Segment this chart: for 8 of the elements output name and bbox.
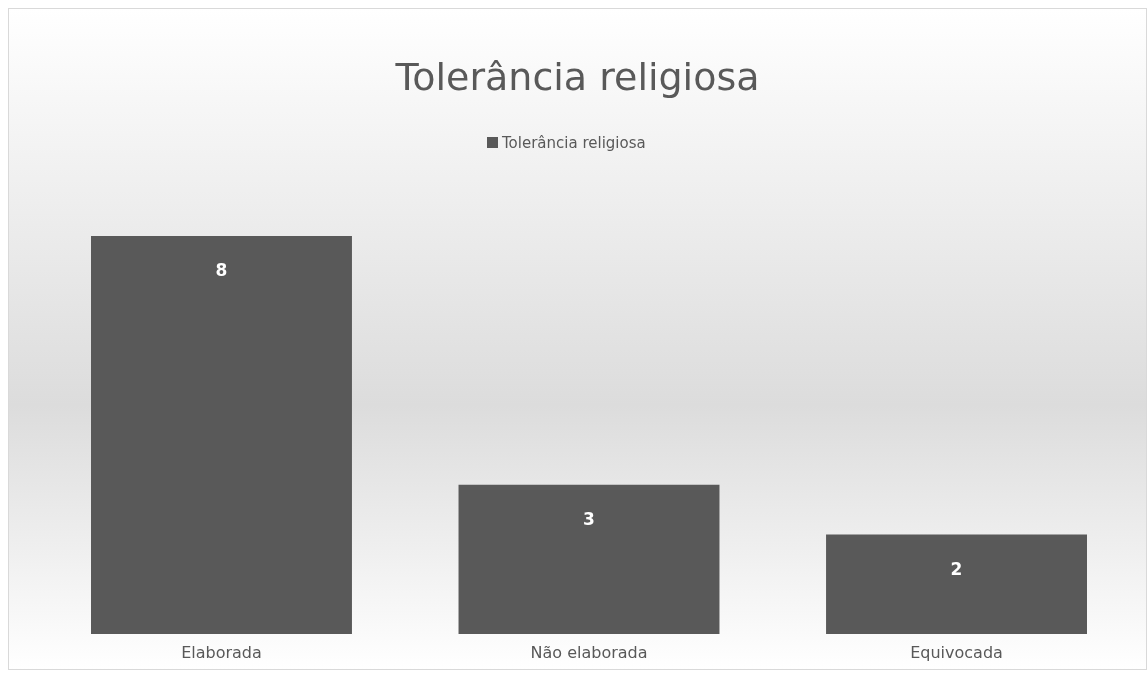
x-tick-label: Não elaborada <box>530 643 648 662</box>
legend-label: Tolerância religiosa <box>501 134 646 152</box>
chart-title: Tolerância religiosa <box>394 55 760 99</box>
x-tick-label: Equivocada <box>910 643 1003 662</box>
data-label: 8 <box>215 260 228 280</box>
data-label: 3 <box>583 508 595 529</box>
x-tick-label: Elaborada <box>181 643 262 662</box>
data-label: 2 <box>950 558 963 579</box>
